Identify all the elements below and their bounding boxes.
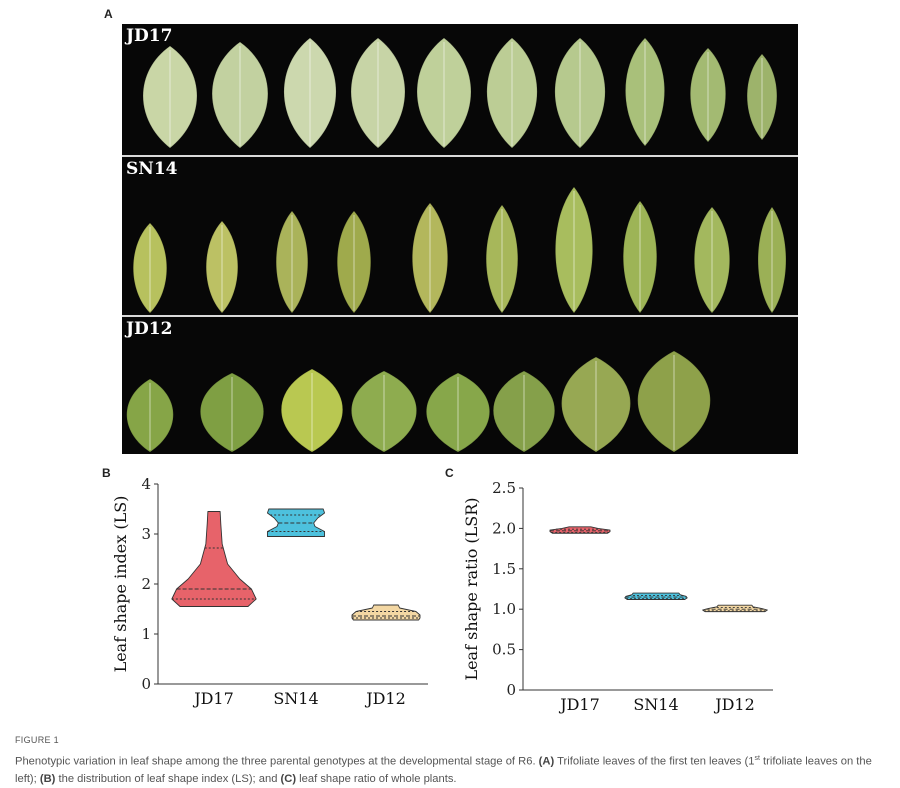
caption-text: the distribution of leaf shape index (LS… xyxy=(55,772,281,785)
figure-caption: FIGURE 1 Phenotypic variation in leaf sh… xyxy=(15,732,885,788)
leaf xyxy=(283,37,337,149)
x-tick-label: JD17 xyxy=(558,695,600,714)
leaf xyxy=(693,206,731,314)
leaves-jd12 xyxy=(126,350,711,453)
y-tick-label: 1.0 xyxy=(492,600,516,618)
leaf xyxy=(689,47,727,143)
leaf xyxy=(486,37,538,149)
leaf xyxy=(561,356,631,453)
leaf xyxy=(411,202,449,314)
violin-jd17 xyxy=(549,526,611,534)
caption-superscript: st xyxy=(754,755,760,762)
caption-tag-a: (A) xyxy=(538,755,555,768)
chart-leaf-shape-ratio: 0 0.5 1.0 1.5 2.0 2.5 Leaf shape ratio (LSR) JD… xyxy=(462,479,773,714)
leaf xyxy=(280,368,344,453)
caption-text: trifoliate leaves on the left); xyxy=(15,755,872,785)
strip-jd12: JD12 xyxy=(122,317,798,454)
violin-sn14 xyxy=(266,508,326,537)
strip-label-jd12: JD12 xyxy=(126,319,173,339)
caption-tag-b: (B) xyxy=(39,772,56,785)
leaf xyxy=(757,206,787,314)
chart-leaf-shape-index: 0 1 2 3 4 Leaf shape index (LS) JD17 SN14 JD12 xyxy=(111,475,428,708)
figure-label: FIGURE 1 xyxy=(15,735,59,745)
x-tick-label: JD12 xyxy=(713,695,755,714)
strip-divider xyxy=(122,315,798,317)
leaf xyxy=(554,186,594,314)
leaf xyxy=(492,370,556,453)
strip-jd17: JD17 xyxy=(122,24,798,155)
leaf xyxy=(205,220,239,314)
y-tick-label: 3 xyxy=(141,525,151,543)
leaf xyxy=(132,222,168,314)
x-tick-label: SN14 xyxy=(633,695,678,714)
y-tick-label: 2 xyxy=(141,575,151,593)
caption-tag-c: (C) xyxy=(280,772,297,785)
panel-a-label: A xyxy=(104,7,113,21)
leaf xyxy=(350,37,406,149)
leaf xyxy=(199,372,265,453)
x-tick-label: SN14 xyxy=(273,689,318,708)
x-tick-label: JD17 xyxy=(192,689,234,708)
leaf xyxy=(211,41,269,149)
leaf xyxy=(637,350,711,453)
leaf xyxy=(275,210,309,314)
y-tick-label: 0.5 xyxy=(492,641,516,659)
strip-sn14: SN14 xyxy=(122,157,798,315)
y-tick-label: 2.0 xyxy=(492,519,516,537)
panel-c-label: C xyxy=(445,466,454,480)
leaf xyxy=(416,37,472,149)
y-tick-label: 1.5 xyxy=(492,560,516,578)
leaf xyxy=(622,200,658,314)
y-axis-label: Leaf shape index (LS) xyxy=(111,496,130,673)
leaf xyxy=(485,204,519,314)
caption-text: Trifoliate leaves of the first ten leave… xyxy=(554,755,755,768)
leaf xyxy=(746,53,778,141)
leaf xyxy=(624,37,666,147)
leaf xyxy=(350,370,418,453)
y-tick-label: 0 xyxy=(141,675,151,693)
caption-text: Phenotypic variation in leaf shape among… xyxy=(15,755,539,768)
leaf xyxy=(142,45,198,149)
y-tick-label: 1 xyxy=(141,625,151,643)
strip-label-jd17: JD17 xyxy=(126,26,173,46)
y-axis-label: Leaf shape ratio (LSR) xyxy=(462,497,481,680)
x-tick-label: JD12 xyxy=(364,689,406,708)
leaf-photograph: JD17 SN14 JD12 xyxy=(122,24,798,454)
leaf xyxy=(336,210,372,314)
leaves-sn14 xyxy=(132,186,787,314)
violin-jd17 xyxy=(171,511,257,607)
leaf xyxy=(126,378,174,453)
y-tick-label: 0 xyxy=(506,681,516,699)
caption-text: leaf shape ratio of whole plants. xyxy=(296,772,457,785)
leaf xyxy=(554,37,606,149)
strip-divider xyxy=(122,155,798,157)
leaf xyxy=(425,372,491,453)
strip-label-sn14: SN14 xyxy=(126,159,178,179)
y-tick-label: 4 xyxy=(141,475,151,493)
y-tick-label: 2.5 xyxy=(492,479,516,497)
leaves-jd17 xyxy=(142,37,778,149)
panel-b-label: B xyxy=(102,466,111,480)
